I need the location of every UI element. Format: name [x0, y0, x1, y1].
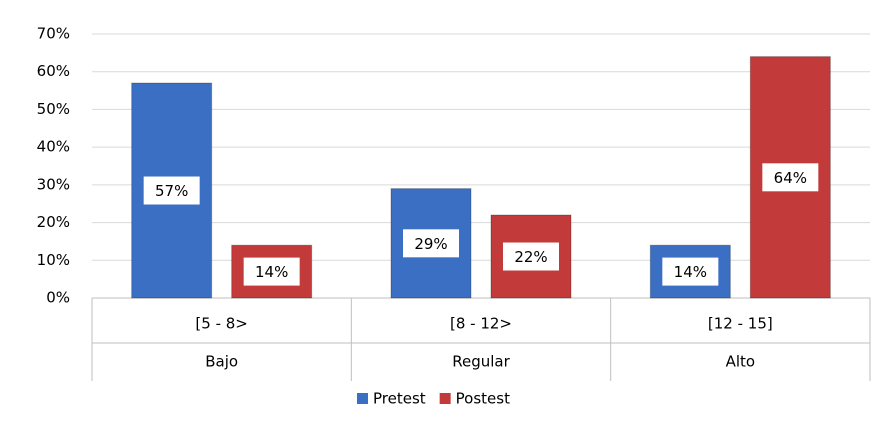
- group-label: Bajo: [205, 353, 238, 371]
- legend-swatch: [440, 393, 451, 404]
- group-label: Alto: [726, 353, 756, 371]
- y-tick-label: 30%: [37, 175, 70, 193]
- x-tick-label: [5 - 8>: [195, 315, 247, 333]
- legend-label: Pretest: [373, 390, 426, 408]
- group-label: Regular: [452, 353, 510, 371]
- y-tick-label: 50%: [37, 100, 70, 118]
- data-label: 29%: [414, 235, 447, 253]
- y-tick-label: 60%: [37, 62, 70, 80]
- y-tick-label: 70%: [37, 25, 70, 43]
- data-label: 22%: [514, 248, 547, 266]
- y-tick-label: 20%: [37, 213, 70, 231]
- data-label: 14%: [255, 263, 288, 281]
- x-tick-label: [12 - 15]: [708, 315, 773, 333]
- data-label: 14%: [674, 263, 707, 281]
- x-tick-label: [8 - 12>: [450, 315, 512, 333]
- y-tick-label: 0%: [46, 289, 70, 307]
- legend-swatch: [357, 393, 368, 404]
- data-label: 57%: [155, 182, 188, 200]
- y-tick-label: 10%: [37, 251, 70, 269]
- chart: 0% 10% 20% 30% 40% 50% 60% 70% [5 - 8> Bajo 57% 14%…: [0, 0, 886, 421]
- data-label: 64%: [774, 169, 807, 187]
- legend-label: Postest: [456, 390, 510, 408]
- y-tick-label: 40%: [37, 138, 70, 156]
